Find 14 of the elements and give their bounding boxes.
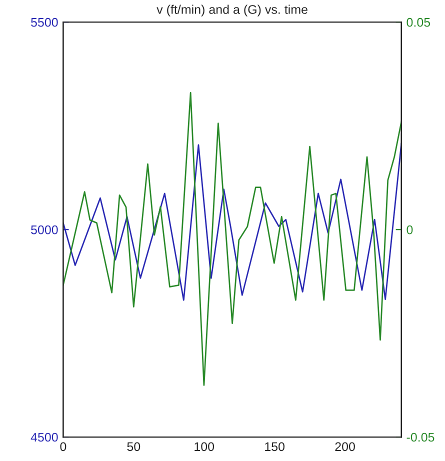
chart-title: v (ft/min) and a (G) vs. time: [156, 4, 308, 16]
x-tick-label: 50: [127, 442, 140, 452]
x-tick-label: 150: [265, 442, 285, 452]
x-tick-label: 0: [60, 442, 66, 452]
y2-tick-label: 0: [406, 225, 413, 234]
y-tick-label: 5500: [31, 18, 58, 27]
line-series: [63, 92, 402, 386]
line-series: [63, 142, 402, 301]
y2-tick-label: 0.05: [406, 18, 430, 27]
y2-tick-label: -0.05: [406, 432, 434, 442]
x-tick-label: 100: [194, 442, 214, 452]
y-tick-label: 5000: [31, 225, 58, 234]
x-tick-label: 200: [335, 442, 355, 452]
y-tick-label: 4500: [30, 432, 58, 442]
